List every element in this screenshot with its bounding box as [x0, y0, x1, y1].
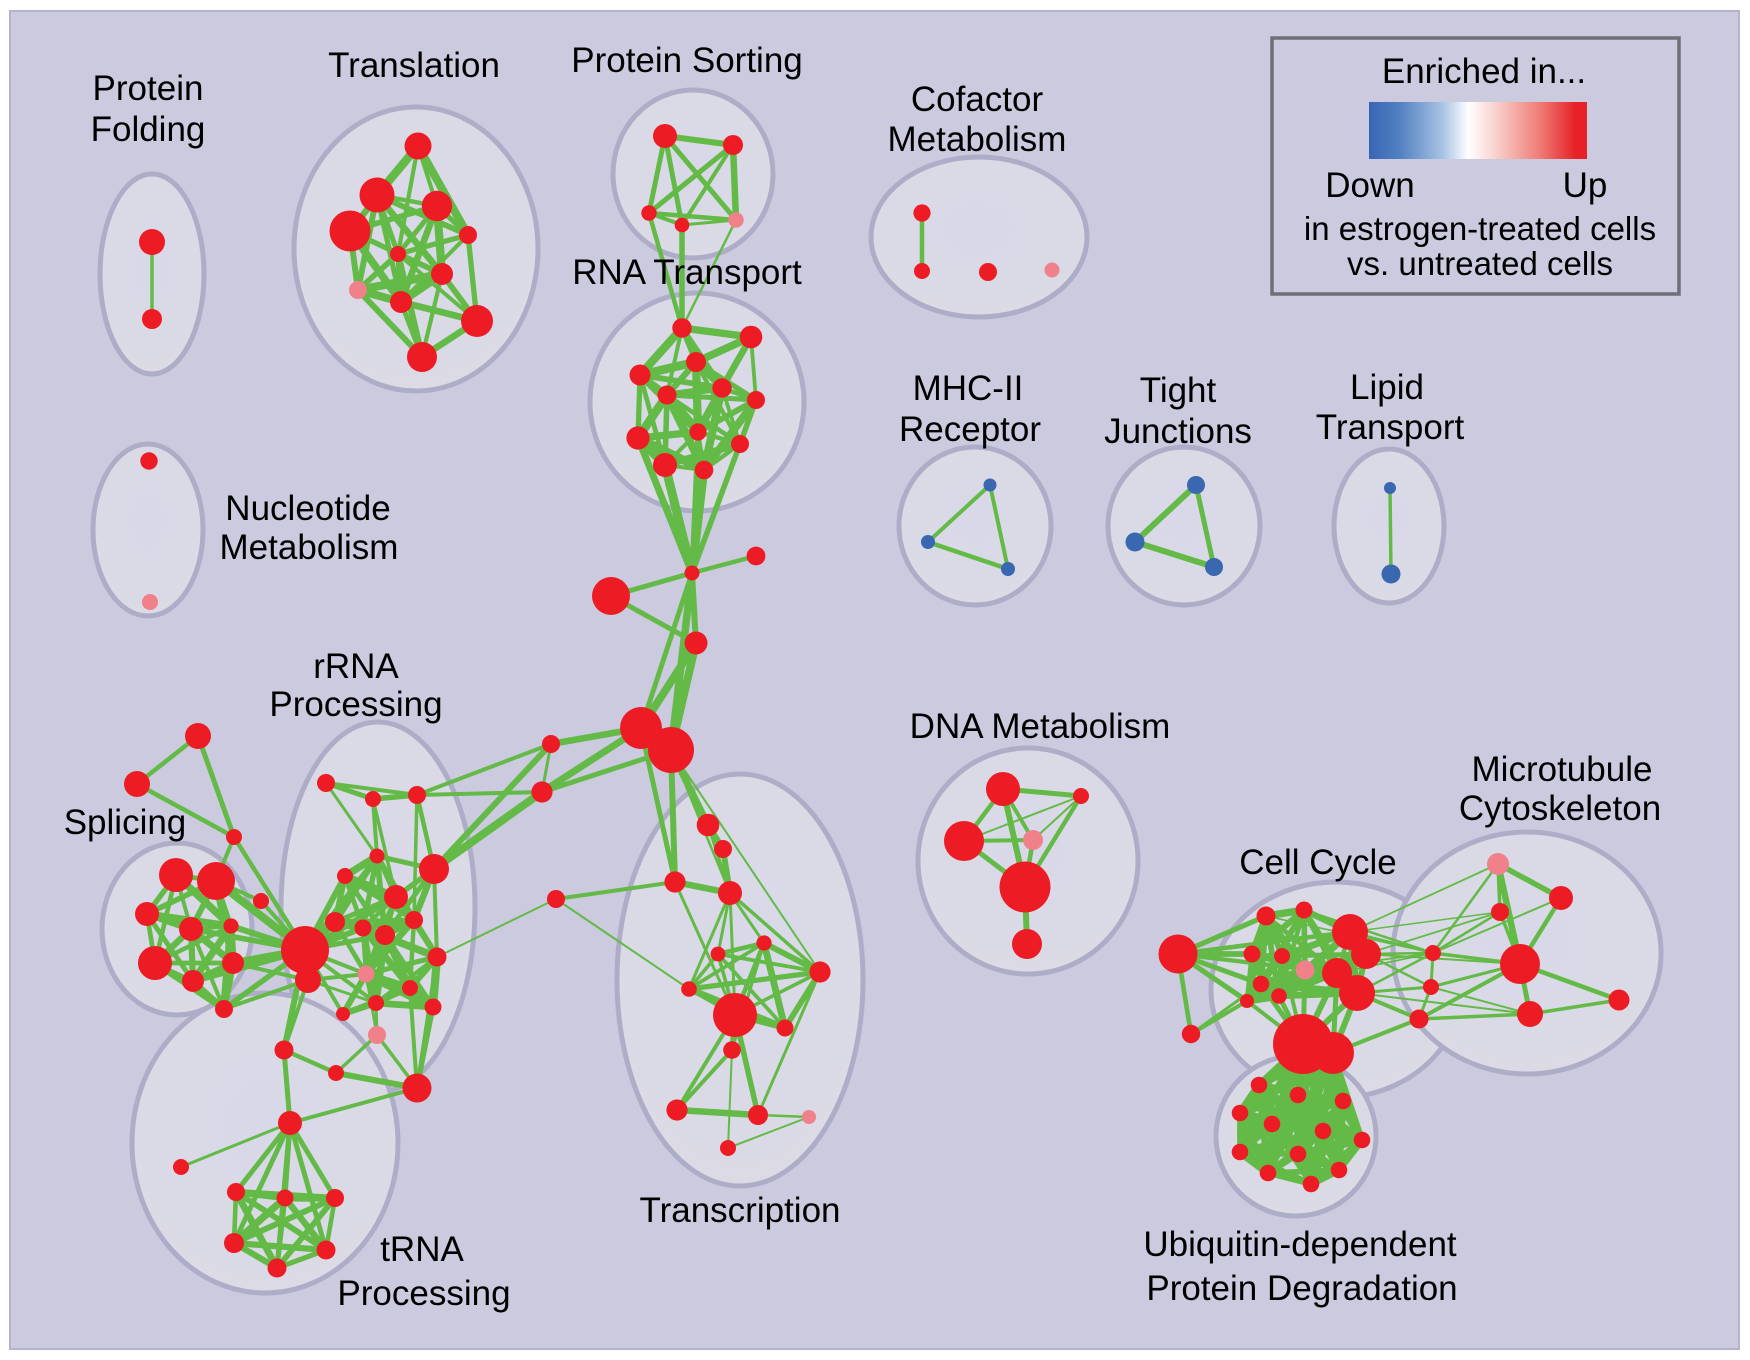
- svg-text:Lipid: Lipid: [1350, 368, 1424, 407]
- svg-text:Microtubule: Microtubule: [1472, 750, 1653, 789]
- svg-text:Down: Down: [1325, 166, 1414, 205]
- svg-text:Splicing: Splicing: [64, 803, 187, 842]
- svg-text:Protein: Protein: [93, 69, 204, 108]
- svg-text:Receptor: Receptor: [899, 410, 1041, 449]
- svg-text:Transport: Transport: [1316, 408, 1465, 447]
- svg-text:Translation: Translation: [328, 46, 500, 85]
- svg-text:Metabolism: Metabolism: [888, 120, 1067, 159]
- svg-text:Metabolism: Metabolism: [220, 528, 399, 567]
- svg-text:Cytoskeleton: Cytoskeleton: [1459, 789, 1661, 828]
- svg-text:Cofactor: Cofactor: [911, 80, 1044, 119]
- svg-text:in estrogen-treated cells: in estrogen-treated cells: [1304, 210, 1656, 247]
- svg-text:DNA Metabolism: DNA Metabolism: [910, 707, 1171, 746]
- svg-text:rRNA: rRNA: [313, 647, 399, 686]
- svg-text:Enriched in...: Enriched in...: [1382, 52, 1586, 91]
- svg-text:Protein Sorting: Protein Sorting: [571, 41, 803, 80]
- svg-text:Ubiquitin-dependent: Ubiquitin-dependent: [1143, 1225, 1457, 1264]
- svg-text:Cell Cycle: Cell Cycle: [1239, 843, 1397, 882]
- svg-text:Up: Up: [1563, 166, 1608, 205]
- svg-text:Transcription: Transcription: [640, 1191, 841, 1230]
- svg-text:RNA Transport: RNA Transport: [572, 253, 802, 292]
- svg-text:vs. untreated cells: vs. untreated cells: [1347, 245, 1613, 282]
- svg-text:MHC-II: MHC-II: [913, 369, 1024, 408]
- svg-text:Folding: Folding: [91, 110, 206, 149]
- svg-text:Processing: Processing: [269, 685, 442, 724]
- svg-text:tRNA: tRNA: [380, 1230, 464, 1269]
- svg-text:Processing: Processing: [337, 1274, 510, 1313]
- svg-text:Protein Degradation: Protein Degradation: [1146, 1269, 1457, 1308]
- svg-text:Tight: Tight: [1140, 371, 1217, 410]
- svg-text:Junctions: Junctions: [1104, 412, 1252, 451]
- svg-text:Nucleotide: Nucleotide: [225, 489, 390, 528]
